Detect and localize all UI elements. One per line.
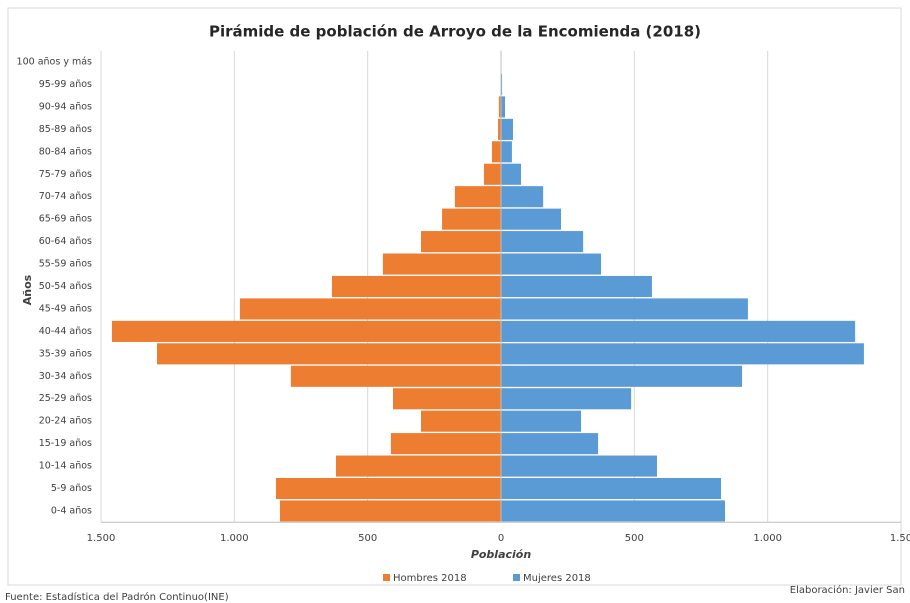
bar: [501, 365, 743, 387]
y-tick-label: 50-54 años: [39, 281, 92, 292]
bar: [275, 477, 501, 500]
bar: [157, 343, 501, 365]
y-tick-label: 10-14 años: [39, 461, 92, 472]
y-tick-label: 100 años y más: [17, 57, 92, 68]
y-tick-label: 35-39 años: [39, 348, 92, 359]
x-tick-label: 0: [498, 533, 504, 544]
bar: [393, 388, 501, 410]
legend-label: Hombres 2018: [393, 573, 467, 584]
bar: [501, 343, 864, 365]
y-tick-label: 20-24 años: [39, 416, 92, 427]
bar: [498, 118, 501, 140]
y-axis-label: Años: [21, 274, 34, 305]
bar: [501, 455, 657, 477]
bar: [454, 186, 501, 208]
bar: [501, 163, 521, 185]
bar: [501, 298, 748, 320]
bar: [501, 477, 721, 500]
source: Fuente: Estadística del Padrón Continuo(…: [5, 591, 229, 603]
y-tick-label: 95-99 años: [39, 79, 92, 90]
bar: [501, 388, 632, 410]
bar: [421, 410, 501, 432]
y-tick-label: 80-84 años: [39, 146, 92, 157]
bar: [239, 298, 501, 320]
credit: Elaboración: Javier San: [790, 584, 905, 596]
x-axis-label: Población: [471, 548, 532, 561]
bar: [335, 455, 501, 477]
bar: [501, 118, 513, 140]
y-tick-label: 65-69 años: [39, 214, 92, 225]
legend-swatch: [513, 574, 520, 581]
bar: [501, 500, 725, 522]
y-tick-label: 45-49 años: [39, 303, 92, 314]
y-tick-label: 25-29 años: [39, 393, 92, 404]
y-tick-label: 5-9 años: [51, 483, 92, 494]
x-tick-label: 1.000: [220, 533, 249, 544]
chart-title: Pirámide de población de Arroyo de la En…: [209, 23, 701, 41]
bar: [331, 275, 501, 298]
x-tick-label: 1.50: [890, 533, 910, 544]
bar: [501, 433, 599, 455]
bar: [501, 275, 652, 298]
y-tick-label: 90-94 años: [39, 101, 92, 112]
bar: [442, 208, 501, 230]
bar: [501, 253, 601, 275]
y-tick-label: 30-34 años: [39, 371, 92, 382]
y-tick-label: 85-89 años: [39, 124, 92, 135]
bar: [501, 208, 561, 230]
bar: [382, 253, 501, 275]
y-tick-label: 15-19 años: [39, 438, 92, 449]
y-tick-label: 55-59 años: [39, 259, 92, 270]
y-tick-label: 0-4 años: [51, 505, 92, 516]
y-tick-label: 40-44 años: [39, 326, 92, 337]
bar: [498, 96, 501, 118]
bar: [390, 433, 501, 455]
bar: [483, 163, 501, 185]
bar: [279, 500, 501, 522]
bar: [421, 231, 501, 253]
bar: [501, 141, 512, 163]
bar: [111, 320, 501, 342]
bar: [501, 96, 505, 118]
y-tick-label: 75-79 años: [39, 169, 92, 180]
y-tick-label: 70-74 años: [39, 191, 92, 202]
bar: [501, 73, 503, 96]
bar: [501, 410, 581, 432]
x-tick-label: 500: [358, 533, 377, 544]
y-tick-label: 60-64 años: [39, 236, 92, 247]
bar: [491, 141, 501, 163]
x-tick-label: 1.500: [87, 533, 116, 544]
x-tick-label: 1.000: [753, 533, 782, 544]
legend-swatch: [383, 574, 390, 581]
legend-label: Mujeres 2018: [523, 573, 591, 584]
bar: [290, 365, 501, 387]
bar: [501, 186, 544, 208]
x-tick-label: 500: [625, 533, 644, 544]
bar: [501, 231, 584, 253]
bar: [501, 320, 856, 342]
